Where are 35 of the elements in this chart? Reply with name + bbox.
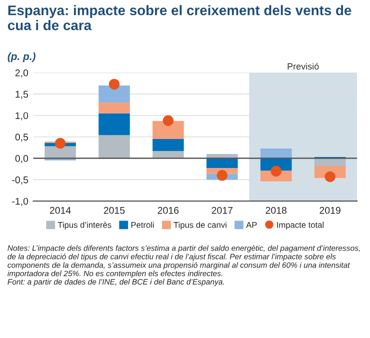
- y-tick-label: -1,0: [12, 198, 28, 206]
- bar: [98, 86, 130, 103]
- legend-label: Tipus d’interès: [58, 222, 112, 230]
- legend-label: AP: [246, 222, 257, 228]
- point: [270, 166, 282, 177]
- x-tick-label: 2018: [266, 206, 287, 214]
- bar: [152, 139, 184, 152]
- bar: [152, 121, 184, 140]
- y-tick-label: 1,5: [16, 90, 28, 99]
- legend-label: Impacte total: [277, 222, 324, 230]
- y-tick-label: 2,0: [15, 69, 28, 78]
- x-tick-label: 2015: [104, 206, 125, 214]
- point: [54, 138, 66, 149]
- y-tick-label: 0,5: [15, 134, 28, 142]
- bar: [98, 102, 130, 114]
- bar: [206, 158, 238, 168]
- bar: [260, 148, 292, 158]
- point: [216, 170, 228, 181]
- point: [162, 115, 174, 126]
- bar: [98, 113, 130, 136]
- chart-subtitle: (p. p.): [8, 52, 36, 62]
- bar: [98, 135, 130, 158]
- y-tick-label: 0,0: [15, 155, 28, 164]
- point: [108, 78, 120, 90]
- y-tick-label: 1,0: [16, 112, 28, 120]
- bar: [314, 158, 346, 166]
- legend-label: Petroli: [131, 222, 154, 228]
- legend-label: Tipus de canvi: [174, 222, 226, 230]
- y-tick-label: -0,5: [12, 176, 28, 184]
- x-tick-label: 2019: [320, 206, 340, 214]
- x-tick-label: 2016: [158, 206, 179, 214]
- band-label: Previsió: [288, 62, 319, 70]
- x-tick-label: 2017: [212, 206, 232, 214]
- x-tick-label: 2014: [50, 206, 71, 214]
- chart-title: Espanya: impacte sobre el creixement dels vents de cua i de cara: [8, 5, 352, 30]
